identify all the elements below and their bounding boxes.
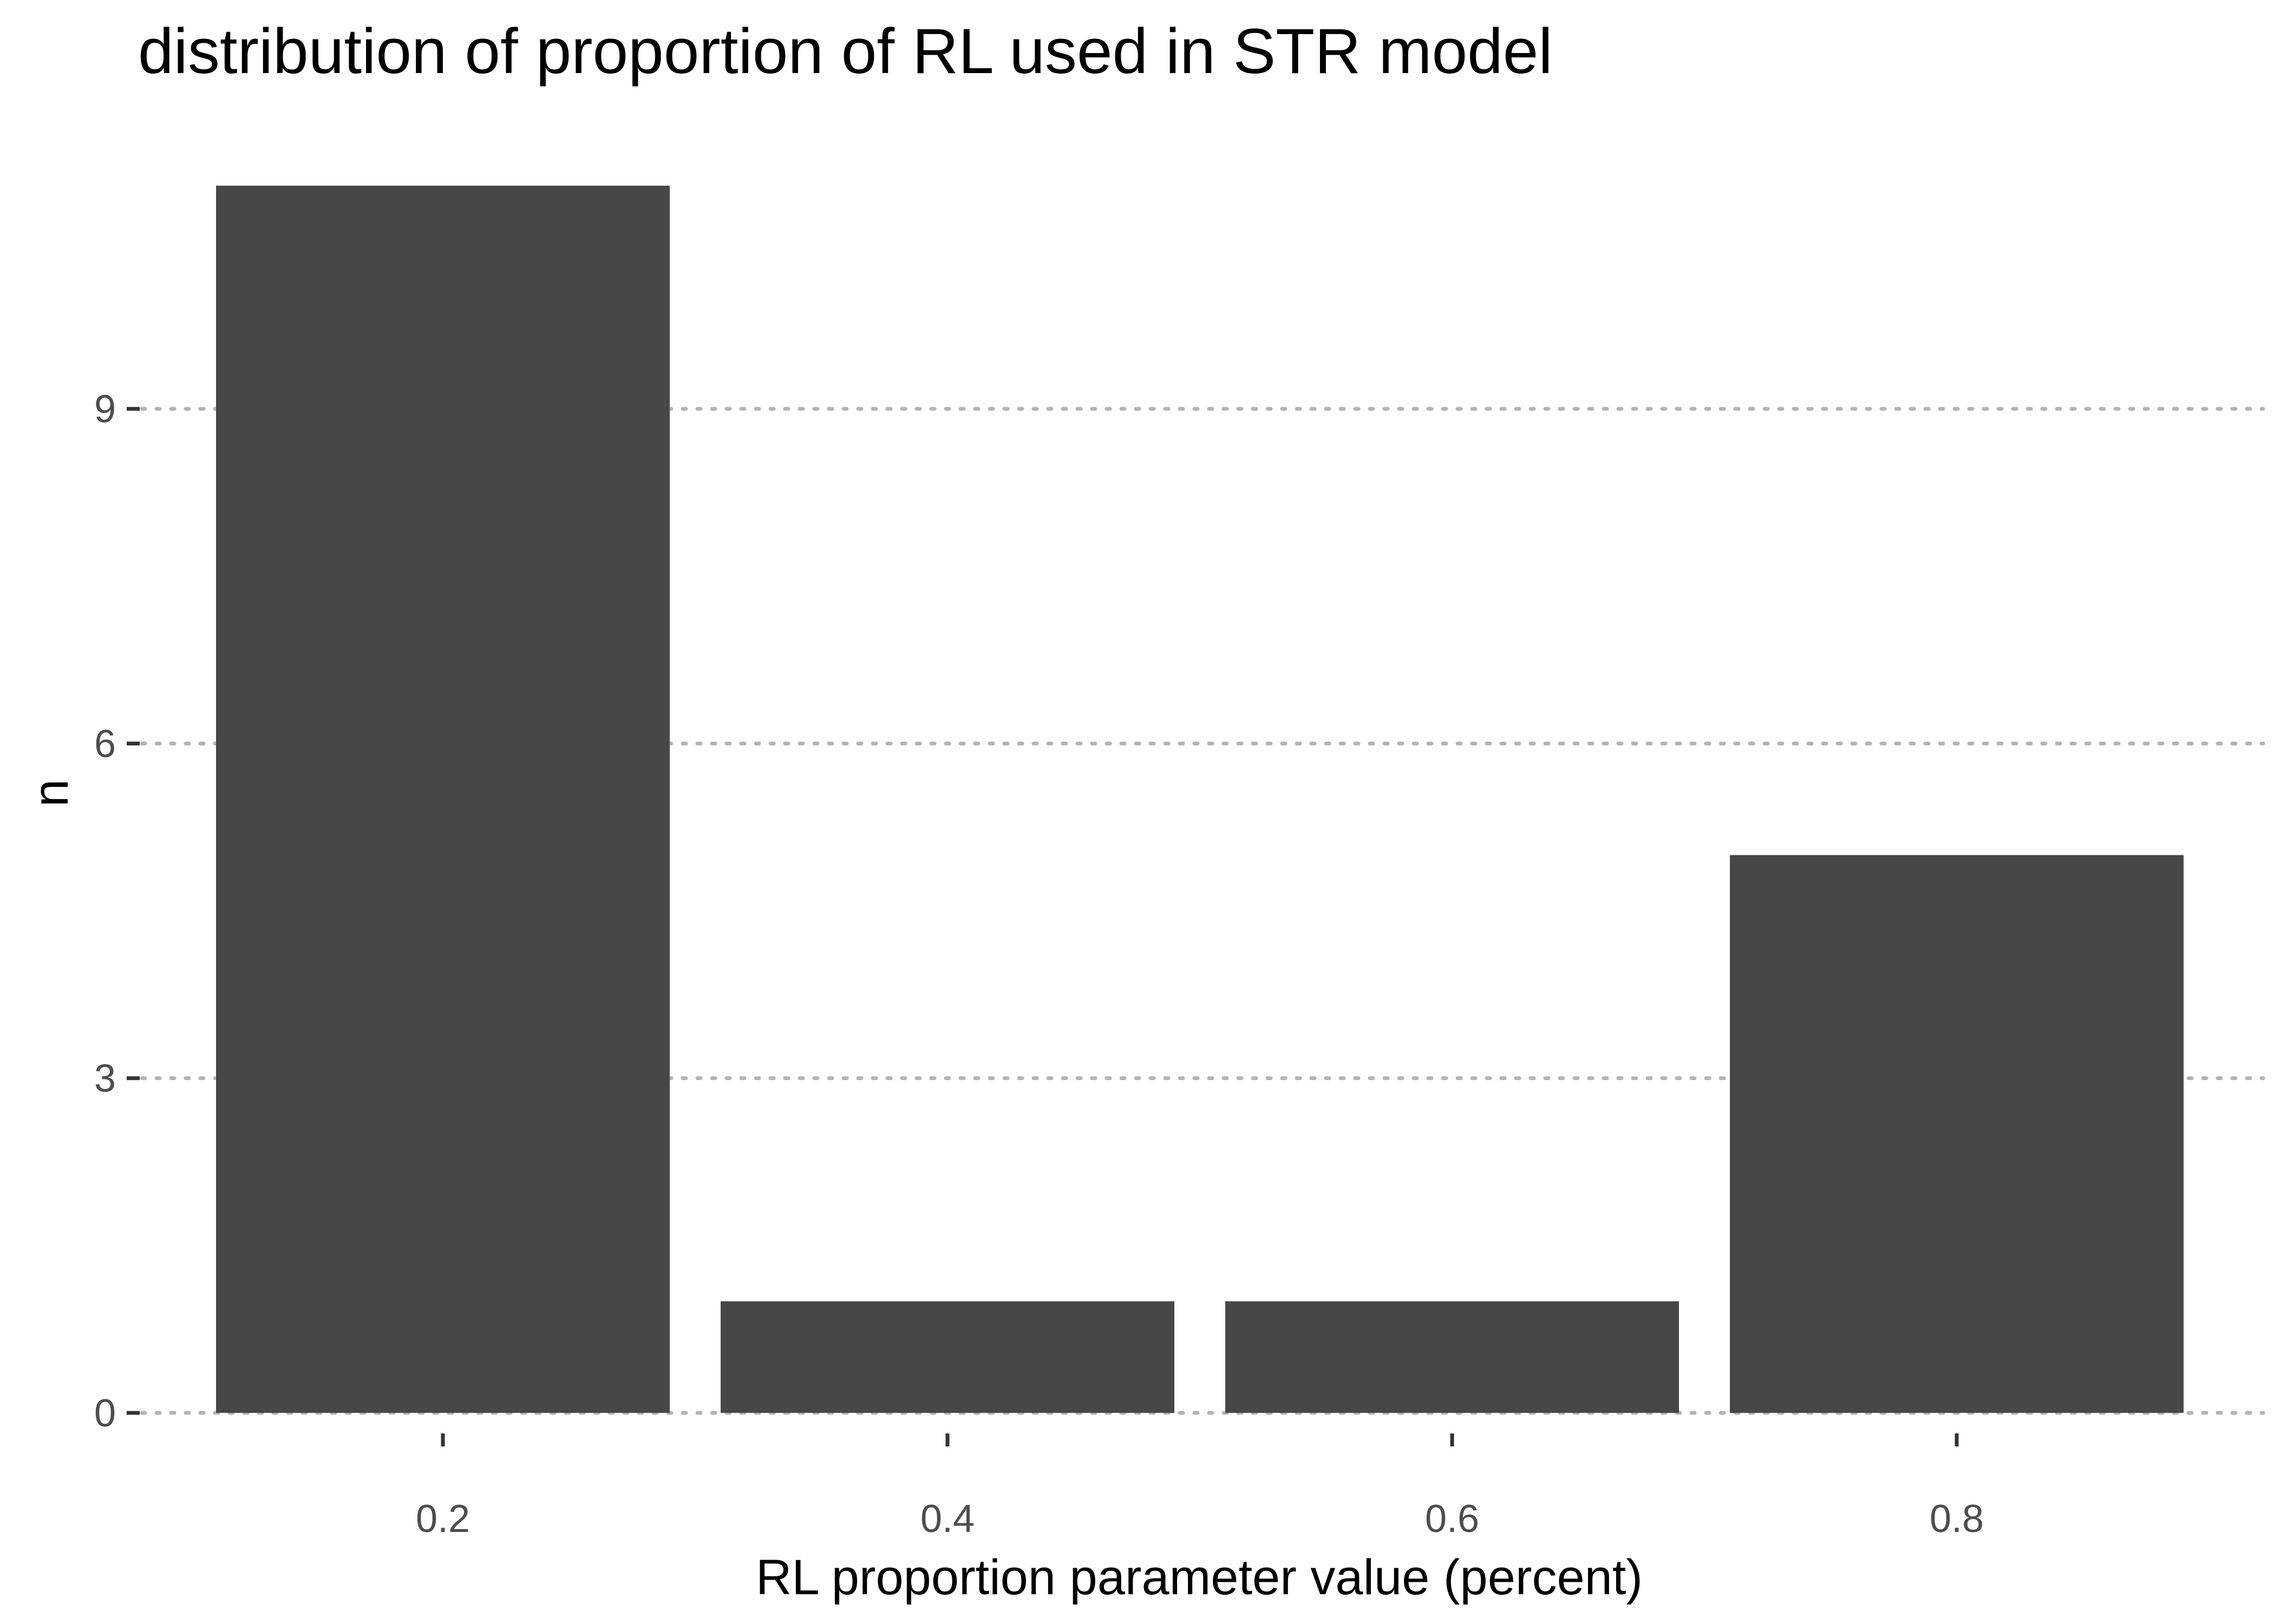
y-tick-label: 9: [94, 388, 116, 431]
bar-0.4: [721, 1301, 1174, 1413]
x-tick-label: 0.6: [1425, 1497, 1479, 1541]
x-axis-title: RL proportion parameter value (percent): [756, 1550, 1643, 1605]
axes: 0 3 6 9 0.2 0.4 0.6 0.8: [94, 388, 1984, 1541]
chart-title: distribution of proportion of RL used in…: [138, 16, 1553, 87]
y-tick-label: 0: [94, 1392, 116, 1435]
x-tick-label: 0.2: [416, 1497, 470, 1541]
x-tick-label: 0.8: [1930, 1497, 1984, 1541]
y-tick-label: 3: [94, 1057, 116, 1101]
y-tick-label: 6: [94, 722, 116, 765]
bar-0.6: [1225, 1301, 1679, 1413]
bar-0.2: [216, 186, 670, 1413]
bars: [216, 186, 2184, 1413]
x-tick-label: 0.4: [920, 1497, 975, 1541]
y-axis-title: n: [23, 779, 79, 807]
bar-0.8: [1730, 855, 2184, 1413]
